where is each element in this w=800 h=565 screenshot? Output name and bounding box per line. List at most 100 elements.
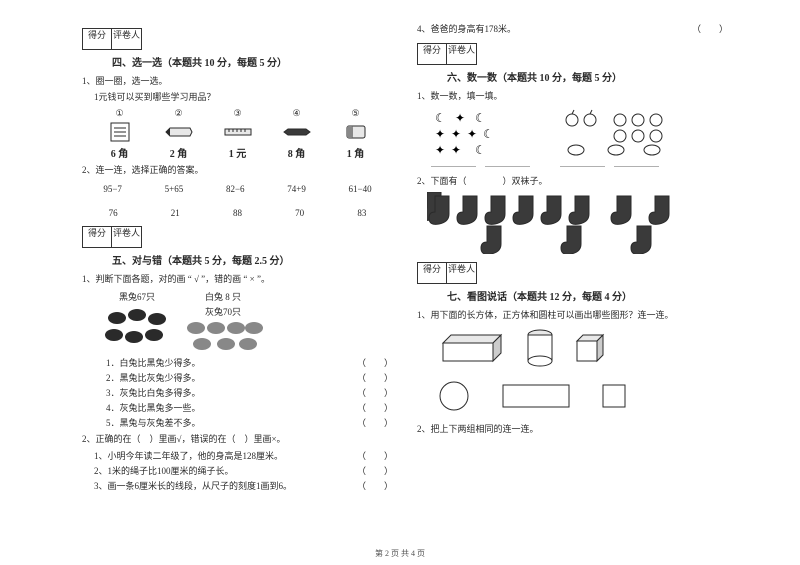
s5-q2: 2、正确的在（ ）里画√，错误的在（ ）里画×。 [82, 433, 393, 447]
s4-q1-sub: 1元钱可以买到哪些学习用品？ [94, 91, 393, 105]
notebook-icon [90, 119, 149, 145]
paren: （ ） [692, 22, 728, 35]
paren: （ ） [357, 449, 393, 462]
blank: ＿＿＿＿＿ ＿＿＿＿＿ [431, 156, 530, 169]
item-num: ② [174, 108, 182, 119]
stmt: 4．灰兔比黑兔多一些。 [106, 401, 201, 414]
section-7-title: 七、看图说话（本题共 12 分，每题 4 分） [447, 288, 728, 303]
black-rabbit-label: 黑兔67只 [102, 290, 172, 303]
price: 2 角 [149, 145, 208, 160]
grey-rabbit-label: 灰兔70只 [182, 305, 264, 318]
item-1: ① 6 角 [90, 108, 149, 160]
s5-q1: 1、判断下面各题，对的画 “ √ ”，错的画 “ × ”。 [82, 273, 393, 287]
score-cell: 得分 [417, 262, 447, 284]
section-5-title: 五、对与错（本题共 5 分，每题 2.5 分） [112, 252, 393, 267]
ans: 76 [109, 208, 118, 218]
stmt: 1．白兔比黑兔少得多。 [106, 356, 201, 369]
s5-statements: 1．白兔比黑兔少得多。 （ ） 2．黑兔比灰兔少得多。 （ ） 3．灰兔比白兔多得多… [106, 356, 393, 429]
ruler-icon [208, 119, 267, 145]
expr: 74+9 [287, 184, 306, 194]
count-figure: ☾✦☾ ✦✦✦☾ ✦✦☾ ＿＿＿＿＿ ＿＿＿＿＿ ＿＿＿＿＿ ＿＿＿＿＿ [431, 108, 728, 169]
cuboid-icon [437, 331, 507, 367]
blank: ＿＿＿＿＿ ＿＿＿＿＿ [560, 156, 670, 169]
item-5: ⑤ 1 角 [326, 108, 385, 160]
ans: 70 [295, 208, 304, 218]
price: 6 角 [90, 145, 149, 160]
white-rabbit-label: 白兔 8 只 [182, 290, 264, 303]
item-3: ③ 1 元 [208, 108, 267, 160]
square-icon [601, 383, 627, 409]
ans: 83 [357, 208, 366, 218]
svg-text:✦: ✦ [455, 111, 465, 125]
ans: 21 [171, 208, 180, 218]
fruit-group: ＿＿＿＿＿ ＿＿＿＿＿ [560, 108, 670, 169]
moon-star-group: ☾✦☾ ✦✦✦☾ ✦✦☾ ＿＿＿＿＿ ＿＿＿＿＿ [431, 108, 530, 169]
section-4-title: 四、选一选（本题共 10 分，每题 5 分） [112, 54, 393, 69]
item-4: ④ 8 角 [267, 108, 326, 160]
ans: 88 [233, 208, 242, 218]
item-num: ③ [233, 108, 241, 119]
eraser-icon [326, 119, 385, 145]
paren: （ ） [357, 371, 393, 384]
s5-statements2: 1、小明今年读二年级了，他的身高是128厘米。 （ ） 2、1米的绳子比100厘米… [94, 449, 393, 492]
item-num: ④ [292, 108, 300, 119]
paren: （ ） [357, 356, 393, 369]
stmt: 5．黑兔与灰兔差不多。 [106, 416, 201, 429]
stmt: 1、小明今年读二年级了，他的身高是128厘米。 [94, 449, 283, 462]
paren: （ ） [357, 479, 393, 492]
svg-text:✦: ✦ [435, 143, 445, 156]
grader-cell: 评卷人 [447, 262, 477, 284]
paren: （ ） [357, 464, 393, 477]
grader-cell: 评卷人 [447, 43, 477, 65]
shop-items: ① 6 角 ② 2 角 ③ 1 元 ④ [82, 108, 393, 160]
ans-row: 76 21 88 70 83 [82, 208, 393, 218]
svg-text:☾: ☾ [435, 111, 446, 125]
solids-row [437, 329, 728, 369]
rabbit-figure: 黑兔67只 白兔 8 只 灰兔70只 [102, 290, 393, 352]
stmt: 2、1米的绳子比100厘米的绳子长。 [94, 464, 234, 477]
section-6-title: 六、数一数（本题共 10 分，每题 5 分） [447, 69, 728, 84]
svg-text:☾: ☾ [475, 143, 486, 156]
price: 1 角 [326, 145, 385, 160]
cylinder-icon [525, 329, 555, 369]
paren: （ ） [357, 386, 393, 399]
score-box-5: 得分 评卷人 [82, 226, 393, 248]
expr: 82−6 [226, 184, 245, 194]
expr: 5+65 [165, 184, 184, 194]
item-num: ⑤ [351, 108, 359, 119]
socks-icon [427, 192, 707, 254]
svg-text:☾: ☾ [483, 127, 494, 141]
paren: （ ） [357, 416, 393, 429]
stmt: 2．黑兔比灰兔少得多。 [106, 371, 201, 384]
s4-q2: 2、连一连，选择正确的答案。 [82, 164, 393, 178]
s4-q1: 1、圈一圈，选一选。 [82, 75, 393, 89]
svg-text:✦: ✦ [435, 127, 445, 141]
score-box-7: 得分 评卷人 [417, 262, 728, 284]
right-column: 4、爸爸的身高有178米。 （ ） 得分 评卷人 六、数一数（本题共 10 分，每… [405, 20, 740, 540]
score-cell: 得分 [82, 226, 112, 248]
black-rabbits-icon [102, 303, 172, 347]
s6-q2: 2、下面有（ ）双袜子。 [417, 175, 728, 189]
paren: （ ） [357, 401, 393, 414]
s7-q2: 2、把上下两组相同的连一连。 [417, 423, 728, 437]
expr: 61−40 [349, 184, 372, 194]
svg-text:✦: ✦ [467, 127, 477, 141]
grey-rabbits-icon [182, 318, 264, 352]
item-num: ① [115, 108, 123, 119]
expr: 95−7 [103, 184, 122, 194]
score-cell: 得分 [82, 28, 112, 50]
svg-text:✦: ✦ [451, 127, 461, 141]
stmt: 3．灰兔比白兔多得多。 [106, 386, 201, 399]
grader-cell: 评卷人 [112, 226, 142, 248]
s7-q1: 1、用下面的长方体，正方体和圆柱可以画出哪些图形？连一连。 [417, 309, 728, 323]
score-box-4: 得分 评卷人 [82, 28, 393, 50]
rectangle-icon [501, 383, 571, 409]
page-footer: 第 2 页 共 4 页 [0, 548, 800, 559]
pencil-icon [149, 119, 208, 145]
sock-row [427, 192, 728, 254]
page: 得分 评卷人 四、选一选（本题共 10 分，每题 5 分） 1、圈一圈，选一选。… [0, 0, 800, 540]
score-cell: 得分 [417, 43, 447, 65]
stmt: 4、爸爸的身高有178米。 [417, 22, 516, 35]
stmt: 3、画一条6厘米长的线段，从尺子的刻度1画到6。 [94, 479, 292, 492]
price: 1 元 [208, 145, 267, 160]
